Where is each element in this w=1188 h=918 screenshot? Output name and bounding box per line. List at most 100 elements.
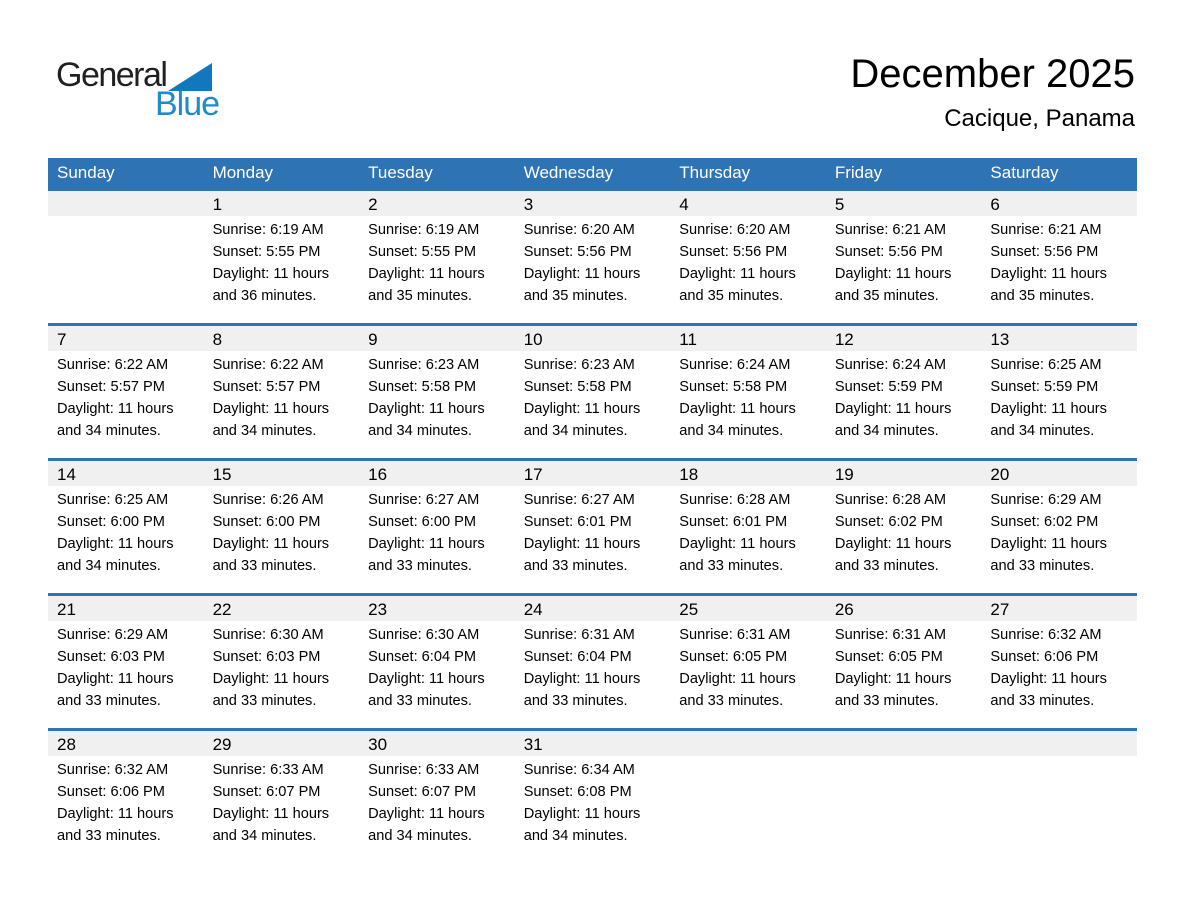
daylight-line-2: and 35 minutes.: [368, 288, 472, 304]
day-number: 2: [368, 195, 378, 214]
daylight-line-1: Daylight: 11 hours: [212, 536, 330, 552]
day-number: 30: [368, 735, 388, 754]
title-block: December 2025 Cacique, Panama: [850, 52, 1135, 133]
sunrise-line: Sunrise: 6:21 AM: [990, 222, 1102, 238]
daylight-line-1: Daylight: 11 hours: [368, 401, 485, 417]
sunset-line: Sunset: 6:02 PM: [990, 514, 1099, 530]
sunrise-line: Sunrise: 6:20 AM: [523, 222, 635, 238]
day-cell: Sunrise: 6:32 AM Sunset: 6:06 PM Daylight:…: [981, 621, 1137, 712]
day-number-strip: 7 8 9 10 11 12 13: [48, 326, 1137, 351]
weekday-header-monday: Monday: [212, 163, 274, 182]
daylight-line-1: Daylight: 11 hours: [834, 536, 952, 552]
sunrise-line: Sunrise: 6:31 AM: [523, 627, 635, 643]
week-cells: Sunrise: 6:29 AM Sunset: 6:03 PM Daylight:…: [48, 621, 1137, 712]
sunrise-line: Sunrise: 6:23 AM: [523, 357, 635, 373]
daylight-line-1: Daylight: 11 hours: [834, 401, 952, 417]
sunset-line: Sunset: 6:00 PM: [57, 514, 165, 530]
day-number: [48, 191, 204, 218]
day-cell: Sunrise: 6:23 AM Sunset: 5:58 PM Daylight:…: [515, 351, 671, 442]
daylight-line-1: Daylight: 11 hours: [368, 671, 485, 687]
daylight-line-2: and 33 minutes.: [368, 558, 472, 574]
day-number: 27: [990, 600, 1010, 619]
day-number: 28: [57, 735, 76, 754]
sunset-line: Sunset: 5:59 PM: [990, 379, 1099, 395]
day-number: 15: [212, 465, 232, 484]
day-number: 18: [679, 465, 699, 484]
day-cell: Sunrise: 6:28 AM Sunset: 6:02 PM Daylight:…: [826, 486, 982, 577]
daylight-line-1: Daylight: 11 hours: [523, 266, 641, 282]
day-cell: Sunrise: 6:19 AM Sunset: 5:55 PM Daylight:…: [359, 216, 515, 307]
day-cell: Sunrise: 6:31 AM Sunset: 6:05 PM Daylight:…: [826, 621, 982, 712]
day-number: 9: [368, 330, 378, 349]
daylight-line-1: Daylight: 11 hours: [679, 401, 796, 417]
day-cell: Sunrise: 6:26 AM Sunset: 6:00 PM Daylight:…: [204, 486, 360, 577]
daylight-line-2: and 36 minutes.: [212, 288, 317, 304]
sunrise-line: Sunrise: 6:30 AM: [212, 627, 324, 643]
day-cell: Sunrise: 6:25 AM Sunset: 5:59 PM Daylight:…: [981, 351, 1137, 442]
sunset-line: Sunset: 6:03 PM: [57, 649, 165, 665]
daylight-line-1: Daylight: 11 hours: [523, 806, 641, 822]
sunset-line: Sunset: 6:00 PM: [368, 514, 477, 530]
day-number: 12: [834, 330, 854, 349]
daylight-line-2: and 33 minutes.: [212, 693, 317, 709]
daylight-line-2: and 33 minutes.: [523, 558, 628, 574]
day-cell: Sunrise: 6:21 AM Sunset: 5:56 PM Daylight:…: [826, 216, 982, 307]
sunset-line: Sunset: 6:01 PM: [523, 514, 632, 530]
sunrise-line: Sunrise: 6:19 AM: [368, 222, 480, 238]
logo-triangle-icon: [168, 63, 213, 91]
week-cells: Sunrise: 6:25 AM Sunset: 6:00 PM Daylight:…: [48, 486, 1137, 577]
day-number: 3: [523, 195, 534, 214]
sunrise-line: Sunrise: 6:34 AM: [523, 762, 635, 778]
day-number: [670, 731, 826, 758]
sunset-line: Sunset: 6:05 PM: [679, 649, 788, 665]
sunrise-line: Sunrise: 6:33 AM: [368, 762, 480, 778]
sunrise-line: Sunrise: 6:28 AM: [834, 492, 946, 508]
weekday-header-saturday: Saturday: [990, 163, 1059, 182]
daylight-line-2: and 34 minutes.: [834, 423, 939, 439]
sunset-line: Sunset: 5:56 PM: [990, 244, 1099, 260]
daylight-line-1: Daylight: 11 hours: [57, 536, 174, 552]
daylight-line-1: Daylight: 11 hours: [368, 806, 485, 822]
sunrise-line: Sunrise: 6:29 AM: [990, 492, 1102, 508]
day-cell: [670, 756, 826, 847]
sunrise-line: Sunrise: 6:23 AM: [368, 357, 480, 373]
day-cell: Sunrise: 6:24 AM Sunset: 5:59 PM Daylight:…: [826, 351, 982, 442]
day-number: 23: [368, 600, 388, 619]
daylight-line-2: and 33 minutes.: [57, 828, 161, 844]
daylight-line-1: Daylight: 11 hours: [368, 266, 485, 282]
daylight-line-1: Daylight: 11 hours: [523, 401, 641, 417]
sunset-line: Sunset: 6:04 PM: [368, 649, 477, 665]
week-row: 21 22 23 24 25 26 27 Sunrise: 6:29 AM Sunset: 6:…: [48, 593, 1137, 728]
sunrise-line: Sunrise: 6:25 AM: [990, 357, 1102, 373]
day-number: 4: [679, 195, 689, 214]
day-number: 24: [523, 600, 543, 619]
daylight-line-1: Daylight: 11 hours: [368, 536, 485, 552]
week-row: 1 2 3 4 5 6 Sunrise: 6:19 AM Sunset: 5:55 PM Day…: [48, 188, 1137, 323]
daylight-line-1: Daylight: 11 hours: [212, 266, 330, 282]
sunset-line: Sunset: 5:56 PM: [679, 244, 788, 260]
sunset-line: Sunset: 6:02 PM: [834, 514, 943, 530]
day-cell: Sunrise: 6:31 AM Sunset: 6:04 PM Daylight:…: [515, 621, 671, 712]
day-number: 5: [834, 195, 845, 214]
sunset-line: Sunset: 5:58 PM: [679, 379, 788, 395]
sunset-line: Sunset: 5:55 PM: [368, 244, 477, 260]
sunrise-line: Sunrise: 6:33 AM: [212, 762, 324, 778]
sunrise-line: Sunrise: 6:30 AM: [368, 627, 480, 643]
day-cell: Sunrise: 6:23 AM Sunset: 5:58 PM Daylight:…: [359, 351, 515, 442]
daylight-line-2: and 35 minutes.: [990, 288, 1095, 304]
sunset-line: Sunset: 6:06 PM: [57, 784, 165, 800]
weekday-header-wednesday: Wednesday: [523, 163, 614, 182]
sunrise-line: Sunrise: 6:29 AM: [57, 627, 169, 643]
daylight-line-1: Daylight: 11 hours: [990, 401, 1107, 417]
daylight-line-1: Daylight: 11 hours: [523, 671, 641, 687]
week-cells: Sunrise: 6:22 AM Sunset: 5:57 PM Daylight:…: [48, 351, 1137, 442]
day-number: 14: [57, 465, 76, 484]
sunset-line: Sunset: 5:58 PM: [368, 379, 477, 395]
sunrise-line: Sunrise: 6:31 AM: [834, 627, 946, 643]
sunset-line: Sunset: 6:04 PM: [523, 649, 632, 665]
daylight-line-1: Daylight: 11 hours: [212, 401, 330, 417]
day-cell: Sunrise: 6:25 AM Sunset: 6:00 PM Daylight:…: [48, 486, 204, 577]
sunrise-line: Sunrise: 6:32 AM: [990, 627, 1102, 643]
daylight-line-2: and 34 minutes.: [368, 828, 472, 844]
week-cells: Sunrise: 6:19 AM Sunset: 5:55 PM Daylight:…: [48, 216, 1137, 307]
